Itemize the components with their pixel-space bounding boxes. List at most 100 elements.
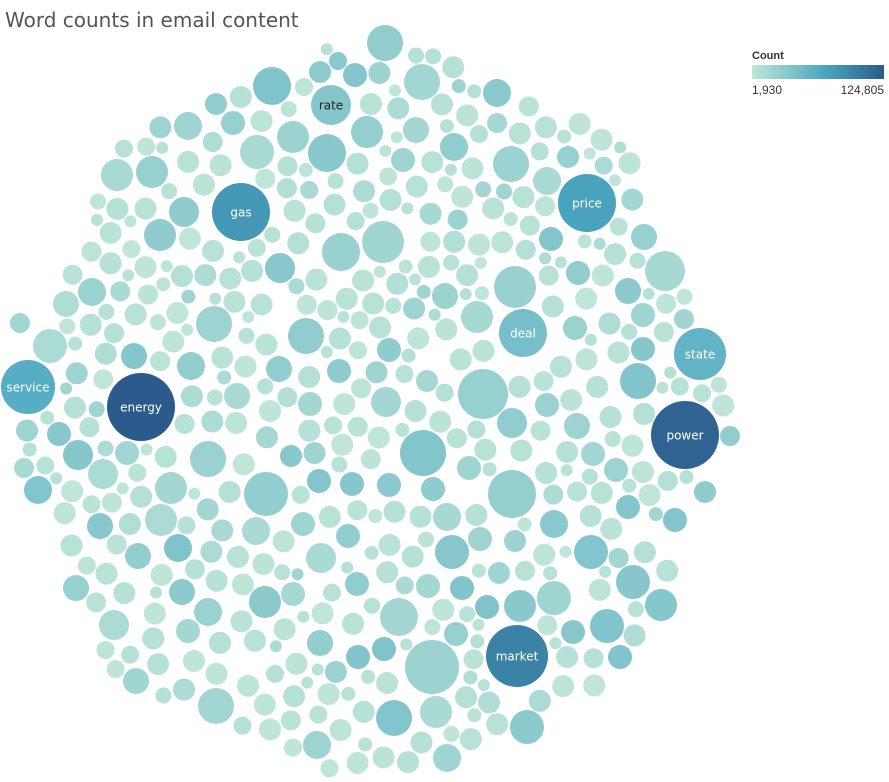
bubble[interactable] xyxy=(432,283,458,309)
bubble[interactable] xyxy=(472,618,485,631)
bubble[interactable] xyxy=(178,227,201,250)
bubble[interactable] xyxy=(574,535,608,569)
bubble[interactable] xyxy=(564,413,590,439)
bubble[interactable] xyxy=(16,419,38,442)
bubble[interactable] xyxy=(425,48,442,65)
bubble[interactable] xyxy=(638,484,661,507)
bubble[interactable] xyxy=(225,412,248,434)
bubble[interactable] xyxy=(68,336,83,351)
bubble[interactable] xyxy=(433,503,461,531)
bubble[interactable] xyxy=(620,363,656,399)
bubble[interactable] xyxy=(467,84,482,99)
bubble[interactable] xyxy=(559,545,572,558)
bubble[interactable] xyxy=(342,612,365,635)
bubble[interactable] xyxy=(137,137,156,156)
bubble[interactable] xyxy=(211,346,234,369)
bubble[interactable] xyxy=(549,355,572,378)
bubble[interactable] xyxy=(368,62,391,84)
bubble[interactable] xyxy=(379,188,402,211)
bubble[interactable] xyxy=(106,197,129,220)
bubble[interactable] xyxy=(149,314,166,331)
bubble[interactable] xyxy=(623,624,646,647)
bubble[interactable] xyxy=(403,117,429,143)
bubble[interactable] xyxy=(147,653,170,676)
bubble[interactable] xyxy=(22,442,37,457)
bubble[interactable] xyxy=(631,337,655,361)
bubble[interactable] xyxy=(621,323,638,340)
bubble[interactable] xyxy=(376,672,399,694)
bubble[interactable] xyxy=(475,181,492,198)
bubble[interactable] xyxy=(583,648,604,669)
bubble[interactable] xyxy=(468,527,492,551)
bubble[interactable] xyxy=(616,565,650,599)
bubble[interactable] xyxy=(604,431,621,447)
bubble[interactable] xyxy=(539,227,563,251)
bubble[interactable] xyxy=(424,619,441,635)
bubble[interactable] xyxy=(455,686,478,709)
bubble[interactable] xyxy=(400,638,413,651)
bubble[interactable] xyxy=(303,442,326,465)
bubble[interactable] xyxy=(61,480,84,503)
bubble[interactable] xyxy=(143,602,166,625)
bubble[interactable] xyxy=(474,286,489,301)
bubble[interactable] xyxy=(277,156,298,177)
bubble[interactable] xyxy=(443,230,466,253)
bubble[interactable] xyxy=(482,197,505,220)
bubble[interactable] xyxy=(259,400,281,422)
bubble[interactable] xyxy=(36,456,55,475)
bubble[interactable] xyxy=(318,505,341,528)
bubble-gas[interactable] xyxy=(212,183,270,241)
bubble[interactable] xyxy=(297,610,310,623)
bubble[interactable] xyxy=(362,202,379,219)
bubble[interactable] xyxy=(155,687,172,704)
bubble[interactable] xyxy=(78,278,106,306)
bubble[interactable] xyxy=(88,459,118,489)
bubble[interactable] xyxy=(351,378,372,399)
bubble[interactable] xyxy=(10,313,30,333)
bubble[interactable] xyxy=(497,408,527,438)
bubble[interactable] xyxy=(720,426,740,446)
bubble[interactable] xyxy=(307,630,333,656)
bubble[interactable] xyxy=(405,640,459,694)
bubble[interactable] xyxy=(447,209,468,230)
bubble[interactable] xyxy=(341,561,354,574)
bubble[interactable] xyxy=(593,237,606,250)
bubble[interactable] xyxy=(467,420,486,439)
bubble[interactable] xyxy=(50,472,63,485)
bubble[interactable] xyxy=(599,565,612,578)
bubble[interactable] xyxy=(211,519,234,542)
bubble[interactable] xyxy=(311,663,324,676)
bubble[interactable] xyxy=(420,696,452,728)
bubble[interactable] xyxy=(510,710,544,744)
bubble[interactable] xyxy=(552,675,575,698)
bubble[interactable] xyxy=(556,441,579,463)
bubble[interactable] xyxy=(429,410,452,433)
bubble-rate[interactable] xyxy=(311,85,351,125)
bubble[interactable] xyxy=(115,441,139,465)
bubble[interactable] xyxy=(614,141,627,154)
bubble[interactable] xyxy=(346,152,369,175)
bubble[interactable] xyxy=(298,392,322,416)
bubble[interactable] xyxy=(533,167,561,195)
bubble[interactable] xyxy=(633,541,656,564)
bubble[interactable] xyxy=(337,310,350,323)
bubble[interactable] xyxy=(309,705,328,724)
bubble[interactable] xyxy=(377,338,401,362)
bubble[interactable] xyxy=(482,462,497,477)
bubble[interactable] xyxy=(219,267,242,290)
bubble[interactable] xyxy=(401,348,416,363)
bubble[interactable] xyxy=(657,470,678,491)
bubble[interactable] xyxy=(563,316,587,340)
bubble[interactable] xyxy=(59,318,76,335)
bubble[interactable] xyxy=(446,428,467,449)
bubble[interactable] xyxy=(471,563,486,578)
bubble[interactable] xyxy=(150,351,171,372)
bubble[interactable] xyxy=(81,241,102,262)
bubble[interactable] xyxy=(609,174,621,187)
bubble[interactable] xyxy=(93,369,114,390)
bubble[interactable] xyxy=(556,646,579,669)
bubble[interactable] xyxy=(540,510,568,538)
bubble[interactable] xyxy=(590,609,624,643)
bubble[interactable] xyxy=(409,505,432,528)
bubble[interactable] xyxy=(124,303,147,326)
